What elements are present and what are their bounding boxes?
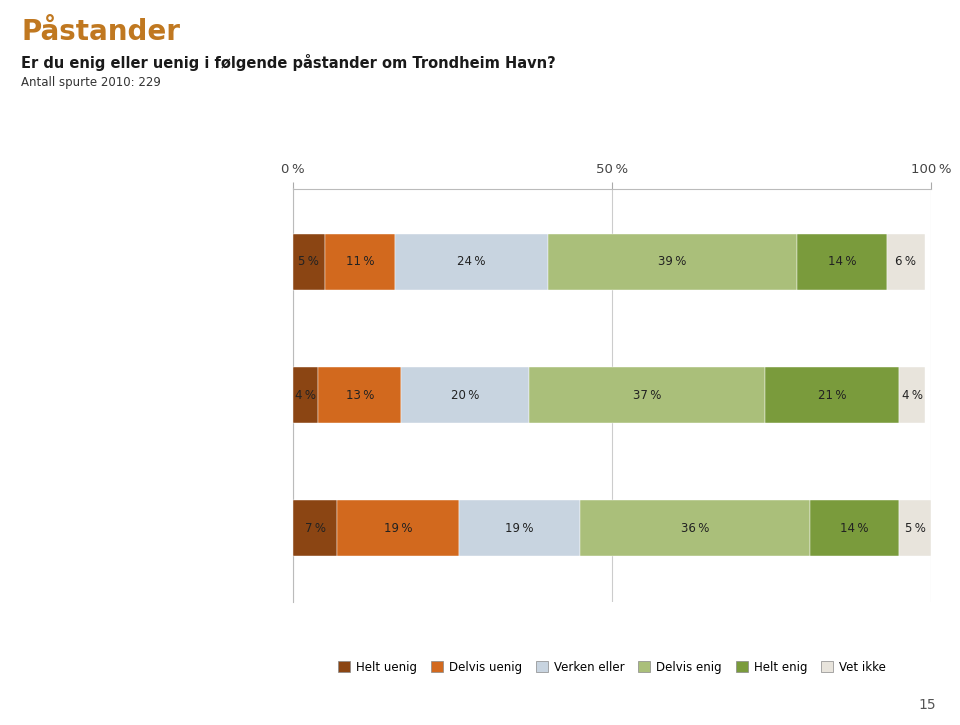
Text: 4 %: 4 % bbox=[901, 389, 923, 402]
Bar bbox=[580, 500, 810, 556]
Bar bbox=[886, 234, 924, 290]
Text: Påstander: Påstander bbox=[21, 18, 180, 46]
Legend: Helt uenig, Delvis uenig, Verken eller, Delvis enig, Helt enig, Vet ikke: Helt uenig, Delvis uenig, Verken eller, … bbox=[333, 656, 891, 679]
Text: 7 %: 7 % bbox=[304, 522, 325, 535]
Bar bbox=[293, 234, 324, 290]
Bar bbox=[293, 367, 319, 423]
Text: 21 %: 21 % bbox=[818, 389, 847, 402]
Bar bbox=[459, 500, 580, 556]
Text: 4 %: 4 % bbox=[295, 389, 316, 402]
Text: 5 %: 5 % bbox=[299, 255, 319, 268]
Text: 11 %: 11 % bbox=[346, 255, 374, 268]
Bar bbox=[797, 234, 886, 290]
Bar bbox=[765, 367, 900, 423]
Bar bbox=[319, 367, 401, 423]
Text: 6 %: 6 % bbox=[895, 255, 916, 268]
Text: 19 %: 19 % bbox=[505, 522, 534, 535]
Bar bbox=[293, 500, 338, 556]
Text: 37 %: 37 % bbox=[633, 389, 661, 402]
Bar bbox=[900, 500, 931, 556]
Bar bbox=[810, 500, 900, 556]
Bar bbox=[900, 367, 924, 423]
Bar bbox=[548, 234, 797, 290]
Text: 19 %: 19 % bbox=[384, 522, 413, 535]
Bar bbox=[338, 500, 459, 556]
Bar bbox=[401, 367, 529, 423]
Text: 24 %: 24 % bbox=[457, 255, 486, 268]
Text: 14 %: 14 % bbox=[828, 255, 856, 268]
Bar bbox=[395, 234, 548, 290]
Text: 13 %: 13 % bbox=[346, 389, 374, 402]
Text: 39 %: 39 % bbox=[659, 255, 686, 268]
Bar bbox=[529, 367, 765, 423]
Bar bbox=[324, 234, 395, 290]
Text: 5 %: 5 % bbox=[905, 522, 925, 535]
Text: Er du enig eller uenig i følgende påstander om Trondheim Havn?: Er du enig eller uenig i følgende påstan… bbox=[21, 54, 556, 71]
Text: 36 %: 36 % bbox=[681, 522, 709, 535]
Text: 15: 15 bbox=[919, 698, 936, 712]
Text: 14 %: 14 % bbox=[840, 522, 869, 535]
Text: 20 %: 20 % bbox=[451, 389, 479, 402]
Text: Antall spurte 2010: 229: Antall spurte 2010: 229 bbox=[21, 76, 161, 89]
